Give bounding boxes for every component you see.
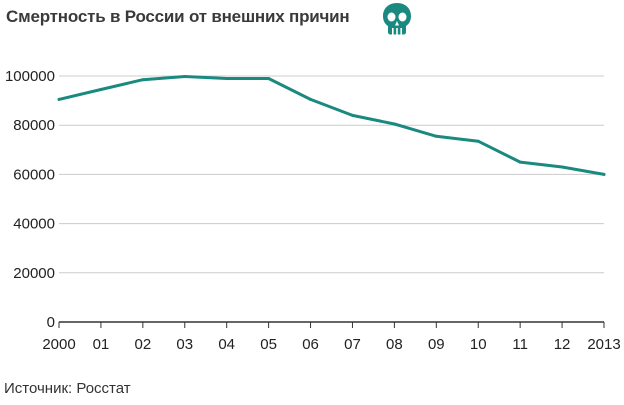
chart-title: Смертность в России от внешних причин (6, 7, 350, 26)
data-point (309, 97, 313, 101)
x-tick-label: 06 (302, 336, 319, 353)
x-tick-label: 09 (428, 336, 445, 353)
source-note: Источник: Росстат (4, 380, 131, 397)
series-line (57, 75, 606, 176)
data-point (392, 122, 396, 126)
skull-icon (383, 3, 411, 35)
x-tick-label: 04 (218, 336, 235, 353)
x-tick-label: 10 (470, 336, 487, 353)
data-point (99, 88, 103, 92)
x-tick-label: 05 (260, 336, 277, 353)
y-tick-label: 80000 (13, 117, 55, 134)
x-tick-label: 2000 (42, 336, 75, 353)
data-point (225, 76, 229, 80)
y-axis-labels: 0 20000 40000 60000 80000 100000 (5, 68, 55, 331)
x-tick-label: 08 (386, 336, 403, 353)
y-tick-label: 20000 (13, 265, 55, 282)
data-point (434, 134, 438, 138)
line-chart: 0 20000 40000 60000 80000 100000 2000 01 02 03 04… (5, 68, 621, 353)
x-tick-label: 03 (176, 336, 193, 353)
x-tick-label: 02 (135, 336, 152, 353)
x-tick-label: 01 (93, 336, 110, 353)
gridlines (59, 75, 604, 274)
data-point (183, 74, 187, 78)
x-axis (58, 321, 605, 328)
data-point (57, 97, 61, 101)
y-tick-label: 100000 (5, 68, 55, 85)
data-point (141, 78, 145, 82)
x-axis-labels: 2000 01 02 03 04 05 06 07 08 09 10 11 12 2013 (42, 336, 620, 353)
x-tick-label: 12 (554, 336, 571, 353)
data-point (267, 76, 271, 80)
y-tick-label: 60000 (13, 166, 55, 183)
y-tick-label: 40000 (13, 216, 55, 233)
data-point (560, 165, 564, 169)
x-tick-label: 2013 (587, 336, 620, 353)
y-tick-label: 0 (47, 314, 55, 331)
data-point (518, 160, 522, 164)
x-tick-label: 11 (512, 336, 528, 353)
x-tick-label: 07 (344, 336, 361, 353)
data-point (602, 172, 606, 176)
data-point (476, 139, 480, 143)
data-point (350, 113, 354, 117)
series-layer (57, 74, 606, 176)
